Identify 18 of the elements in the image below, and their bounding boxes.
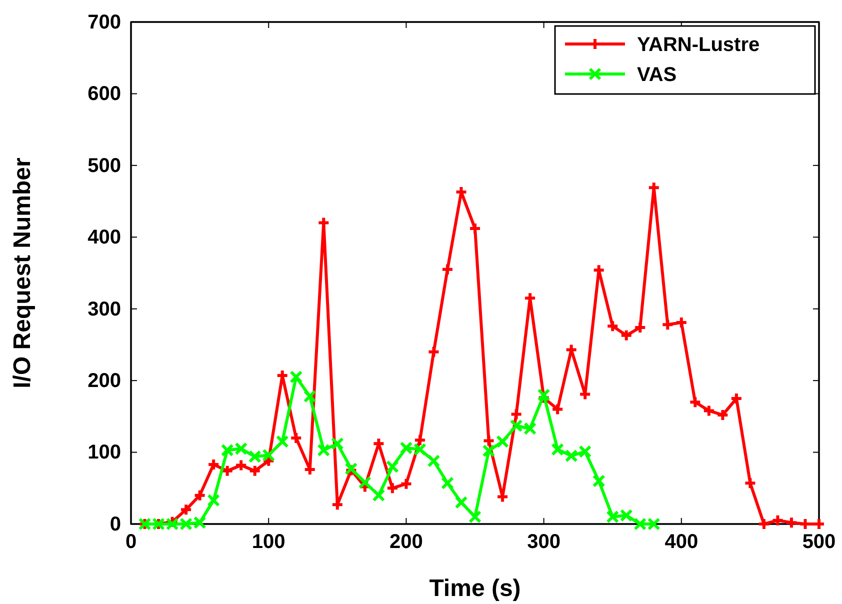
y-tick-label: 300 xyxy=(88,298,121,320)
y-tick-label: 600 xyxy=(88,83,121,106)
y-axis-title: I/O Request Number xyxy=(9,158,36,388)
x-tick-label: 0 xyxy=(125,531,137,554)
x-tick-label: 400 xyxy=(664,531,698,554)
y-tick-label: 500 xyxy=(88,154,121,177)
x-tick-label: 200 xyxy=(390,531,423,554)
y-tick-label: 200 xyxy=(88,370,121,392)
y-tick-label: 0 xyxy=(110,513,121,536)
x-tick-label: 300 xyxy=(527,531,560,554)
y-tick-label: 100 xyxy=(88,442,121,464)
y-tick-label: 700 xyxy=(88,11,121,34)
x-tick-label: 100 xyxy=(252,531,286,554)
legend-label: VAS xyxy=(637,64,677,86)
x-tick-label: 500 xyxy=(802,531,836,554)
y-tick-label: 400 xyxy=(88,226,121,249)
legend-label: YARN-Lustre xyxy=(637,34,760,56)
x-axis-title: Time (s) xyxy=(429,575,521,602)
